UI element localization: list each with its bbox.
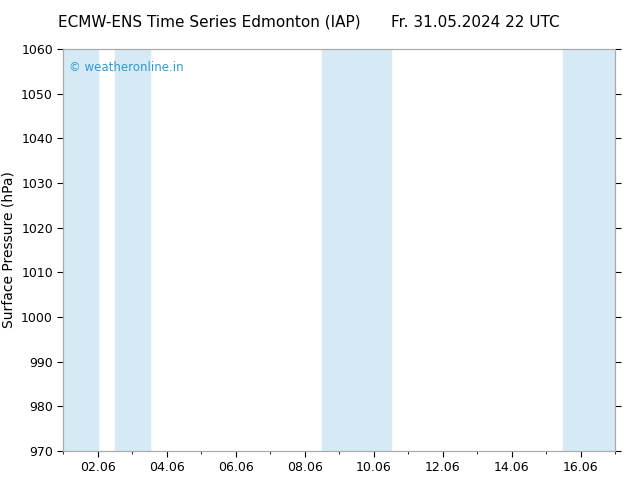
Text: ECMW-ENS Time Series Edmonton (IAP): ECMW-ENS Time Series Edmonton (IAP): [58, 15, 361, 30]
Bar: [598, 49, 615, 451]
Text: Fr. 31.05.2024 22 UTC: Fr. 31.05.2024 22 UTC: [391, 15, 560, 30]
Text: © weatheronline.in: © weatheronline.in: [69, 61, 183, 74]
Bar: [115, 49, 150, 451]
Bar: [563, 49, 598, 451]
Bar: [63, 49, 98, 451]
Bar: [322, 49, 391, 451]
Y-axis label: Surface Pressure (hPa): Surface Pressure (hPa): [1, 172, 16, 328]
